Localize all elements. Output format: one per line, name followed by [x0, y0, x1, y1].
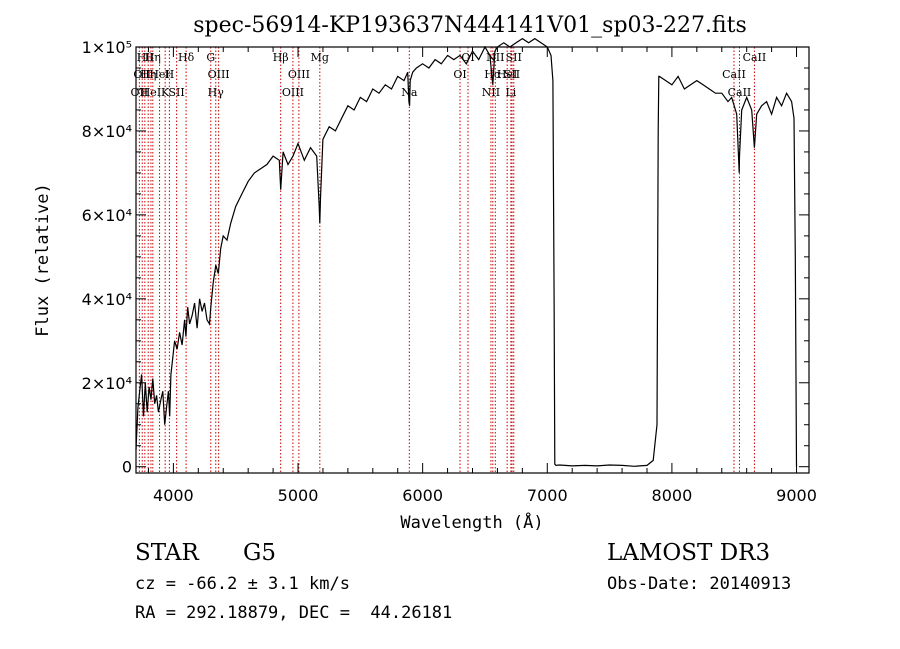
coordinates: RA = 292.18879, DEC = 44.26181 — [135, 603, 453, 623]
x-tick-label: 9000 — [776, 486, 817, 505]
observation-date: Obs-Date: 20140913 — [607, 574, 792, 594]
y-tick-label: 8×10⁴ — [82, 122, 132, 141]
x-tick-label: 7000 — [527, 486, 568, 505]
marker-label: OII — [133, 68, 151, 81]
redshift-value: cz = -66.2 ± 3.1 km/s — [135, 574, 350, 594]
marker-label: Hη — [140, 68, 156, 81]
object-type: STAR — [135, 540, 199, 566]
marker-label: OI — [461, 51, 474, 64]
marker-label: SII — [169, 86, 185, 99]
marker-label: K — [161, 86, 170, 99]
marker-label: SII — [504, 68, 520, 81]
marker-label: OII — [131, 86, 149, 99]
x-tick-label: 5000 — [278, 486, 319, 505]
y-axis-label: Flux (relative) — [33, 183, 53, 337]
marker-label: CaII — [722, 68, 746, 81]
marker-label: Hθ — [137, 51, 154, 64]
marker-label: OI — [453, 68, 466, 81]
y-tick-label: 2×10⁴ — [82, 374, 132, 393]
spectrum-line — [135, 37, 798, 467]
marker-label: G — [206, 51, 215, 64]
marker-label: SII — [506, 51, 522, 64]
survey-name: LAMOST DR3 — [607, 540, 771, 566]
marker-label: HeI — [497, 68, 517, 81]
y-axis: 0 2×10⁴ 4×10⁴ 6×10⁴ 8×10⁴ 1×10⁵ — [82, 38, 809, 477]
y-tick-label: 4×10⁴ — [82, 290, 132, 309]
marker-label: Hδ — [178, 51, 195, 64]
y-tick-label: 6×10⁴ — [82, 206, 132, 225]
marker-label: HeI — [141, 86, 161, 99]
chart-title: spec-56914-KP193637N444141V01_sp03-227.f… — [193, 13, 747, 38]
marker-label: Hη — [145, 51, 161, 64]
plot-frame — [135, 46, 810, 474]
marker-label: Li — [505, 86, 516, 99]
marker-label: OIII — [208, 68, 230, 81]
marker-label: Hβ — [273, 51, 289, 64]
x-tick-label: 4000 — [153, 486, 194, 505]
marker-label: OIII — [288, 68, 310, 81]
y-tick-label: 0 — [122, 458, 132, 477]
x-tick-label: 6000 — [402, 486, 443, 505]
spectral-subclass: G5 — [243, 540, 277, 566]
marker-label: H — [165, 68, 175, 81]
marker-label: NII — [482, 86, 500, 99]
marker-label: OIII — [282, 86, 304, 99]
marker-label: Mg — [311, 51, 329, 64]
x-tick-label: 8000 — [652, 486, 693, 505]
marker-label: HeI — [149, 68, 169, 81]
x-axis-label: Wavelength (Å) — [400, 511, 543, 533]
marker-label: Hγ — [208, 86, 225, 99]
y-tick-label: 1×10⁵ — [82, 38, 132, 57]
marker-label: CaII — [728, 86, 752, 99]
x-axis: 4000 5000 6000 7000 8000 9000 — [147, 47, 817, 505]
marker-label: CaII — [743, 51, 767, 64]
